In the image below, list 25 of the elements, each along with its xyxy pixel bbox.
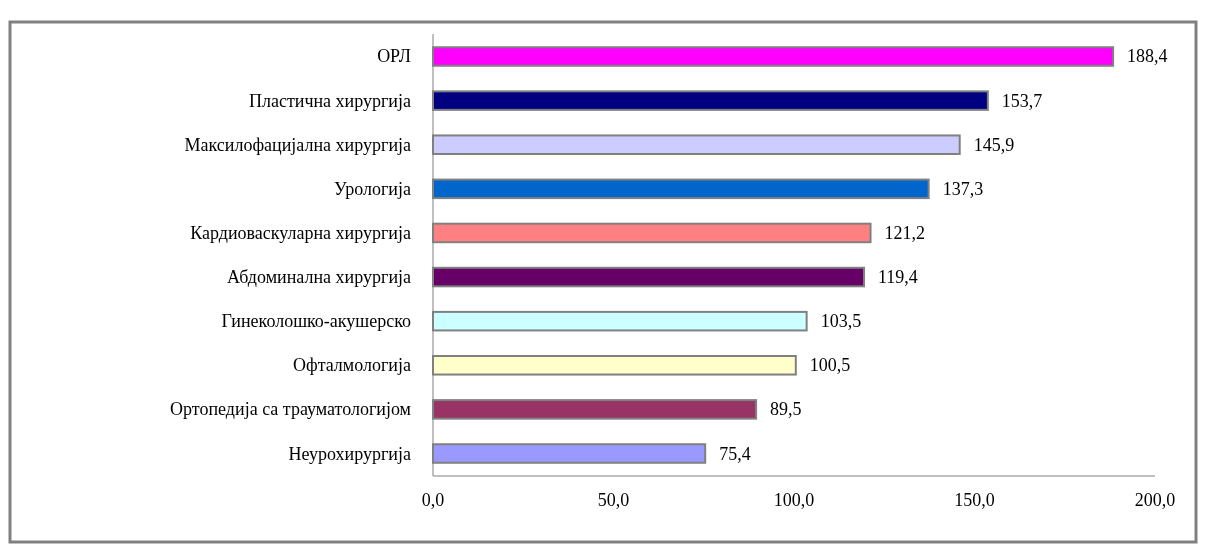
x-tick-label: 0,0 — [421, 490, 445, 510]
y-tick-label: Офталмологија — [292, 355, 411, 376]
y-tick-label: Абдоминална хирургија — [227, 267, 412, 288]
y-tick-label: Неурохирургија — [288, 443, 411, 464]
data-label: 145,9 — [973, 134, 1015, 155]
data-label: 188,4 — [1127, 46, 1168, 67]
y-tick-label: Ортопедија са трауматологијом — [170, 399, 411, 420]
x-tick-label: 100,0 — [773, 490, 815, 510]
data-label: 100,5 — [809, 355, 851, 376]
data-label: 119,4 — [878, 267, 918, 288]
x-tick-label: 150,0 — [954, 490, 995, 510]
x-tick-label: 50,0 — [597, 490, 630, 510]
y-tick-label: Максилофацијална хирургија — [184, 134, 412, 155]
data-label: 153,7 — [1001, 90, 1043, 111]
y-tick-label: Гинеколошко-акушерско — [221, 311, 411, 332]
data-label: 103,5 — [820, 311, 862, 332]
data-label: 75,4 — [719, 443, 751, 464]
data-label: 89,5 — [770, 399, 802, 420]
y-tick-label: Кардиоваскуларна хирургија — [190, 222, 412, 243]
x-tick-label: 200,0 — [1134, 490, 1176, 510]
data-label: 121,2 — [884, 222, 926, 243]
y-tick-label: ОРЛ — [377, 46, 411, 67]
y-tick-label: Пластична хирургија — [248, 90, 411, 111]
data-label: 137,3 — [942, 178, 984, 199]
y-tick-label: Урологија — [334, 178, 411, 199]
